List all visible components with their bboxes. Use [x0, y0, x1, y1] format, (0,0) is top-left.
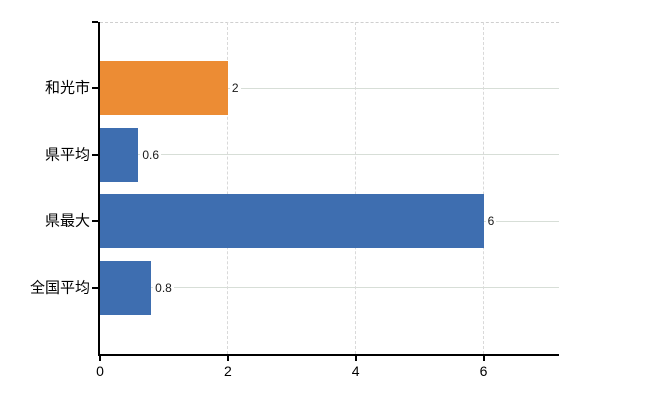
bar-value-label: 0.6: [140, 147, 162, 162]
bar: [100, 260, 152, 315]
plot-area: 2 0.6 6 0.8: [100, 22, 559, 354]
plot-top-border: [100, 22, 559, 23]
bar: [100, 61, 228, 116]
h-gridline: [100, 287, 559, 289]
x-tick-mark: [99, 356, 101, 361]
x-axis-line: [98, 354, 559, 356]
x-tick-label: 0: [96, 363, 104, 379]
y-tick-mark: [92, 87, 98, 90]
bar-value-label: 0.8: [153, 280, 174, 295]
h-gridline: [100, 154, 559, 156]
v-gridline: [227, 22, 229, 354]
y-axis-line: [98, 22, 100, 356]
y-tick-mark: [92, 286, 98, 289]
y-tick-label: 県平均: [44, 146, 90, 164]
h-gridline: [100, 87, 559, 89]
y-tick-label: 全国平均: [29, 279, 90, 297]
y-tick-mark: [92, 21, 98, 23]
y-tick-mark: [92, 220, 98, 223]
y-tick-label: 和光市: [44, 79, 90, 97]
x-tick-mark: [354, 356, 357, 361]
x-tick-mark: [226, 356, 229, 361]
x-tick-mark: [482, 356, 485, 361]
bar: [100, 127, 139, 182]
bar: [100, 194, 484, 249]
bar-value-label: 2: [229, 81, 241, 96]
v-gridline: [483, 22, 485, 354]
x-tick-label: 4: [351, 363, 360, 379]
y-tick-mark: [92, 153, 98, 156]
x-tick-label: 2: [223, 363, 232, 379]
x-tick-label: 6: [479, 363, 488, 379]
y-tick-label: 県最大: [44, 212, 90, 230]
v-gridline: [355, 22, 357, 354]
bar-value-label: 6: [485, 214, 497, 229]
